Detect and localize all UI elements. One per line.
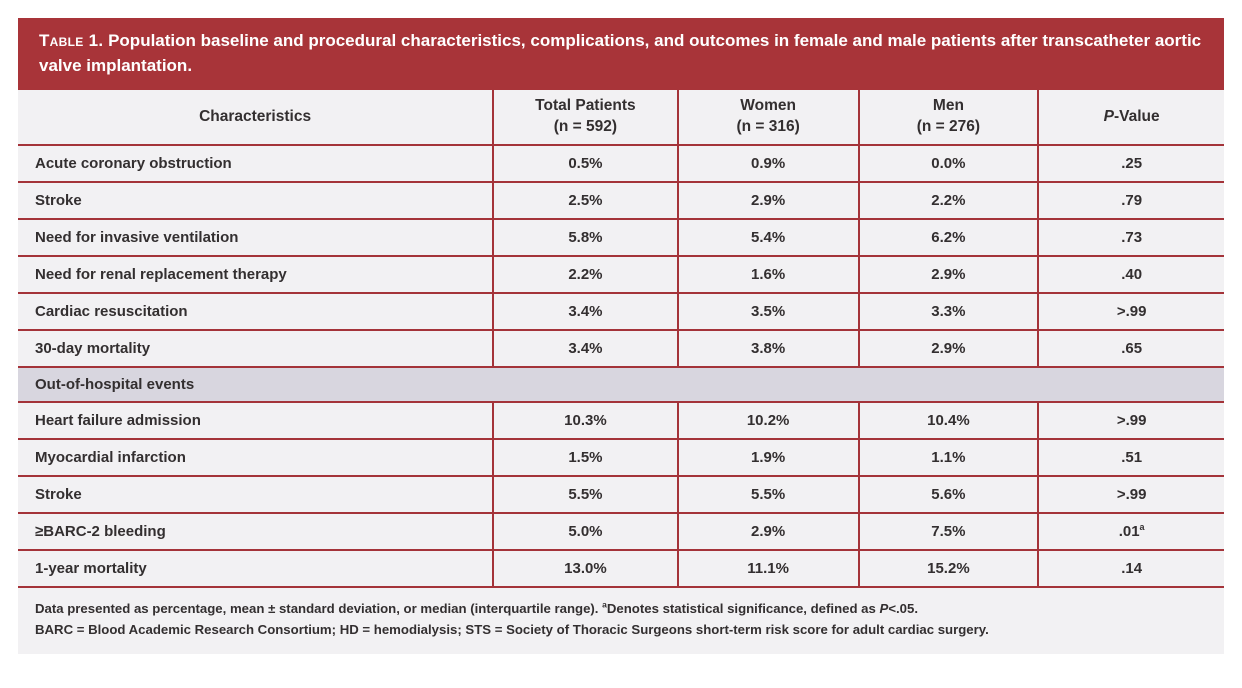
cell-women: 2.9%	[676, 181, 859, 220]
cell-total: 3.4%	[492, 292, 678, 331]
cell-women: 2.9%	[676, 512, 859, 551]
table-title-text: Population baseline and procedural chara…	[39, 31, 1202, 75]
cell-men: 7.5%	[857, 512, 1039, 551]
cell-women: 5.4%	[676, 218, 859, 257]
cell-men: 1.1%	[857, 438, 1039, 477]
table-row: 1-year mortality 13.0% 11.1% 15.2% .14	[18, 549, 1224, 588]
table-row: Need for invasive ventilation 5.8% 5.4% 6.2…	[18, 218, 1224, 257]
significance-superscript: a	[1139, 522, 1145, 533]
cell-women: 3.8%	[676, 329, 859, 368]
table-1-card: Table 1. Population baseline and procedu…	[18, 18, 1224, 654]
cell-men: 2.2%	[857, 181, 1039, 220]
cell-p-value: .25	[1037, 144, 1224, 183]
table-row: ≥BARC-2 bleeding 5.0% 2.9% 7.5% .01a	[18, 512, 1224, 551]
section-row: Out-of-hospital events	[18, 366, 1224, 403]
cell-p-value: >.99	[1037, 292, 1224, 331]
row-label: Need for renal replacement therapy	[18, 255, 494, 294]
table-row: Cardiac resuscitation 3.4% 3.5% 3.3% >.99	[18, 292, 1224, 331]
cell-total: 3.4%	[492, 329, 678, 368]
cell-men: 15.2%	[857, 549, 1039, 588]
cell-men: 3.3%	[857, 292, 1039, 331]
table-row: Stroke 2.5% 2.9% 2.2% .79	[18, 181, 1224, 220]
table-row: Acute coronary obstruction 0.5% 0.9% 0.0% .2…	[18, 144, 1224, 183]
table-number-label: Table 1.	[39, 31, 104, 50]
table-row: Stroke 5.5% 5.5% 5.6% >.99	[18, 475, 1224, 514]
cell-p-value: .73	[1037, 218, 1224, 257]
row-label: ≥BARC-2 bleeding	[18, 512, 494, 551]
table-body: Acute coronary obstruction 0.5% 0.9% 0.0% .2…	[18, 144, 1224, 588]
cell-p-value: >.99	[1037, 475, 1224, 514]
column-header-total: Total Patients (n = 592)	[492, 90, 678, 146]
cell-women: 10.2%	[676, 401, 859, 440]
cell-women: 3.5%	[676, 292, 859, 331]
cell-women: 0.9%	[676, 144, 859, 183]
column-header-men: Men (n = 276)	[857, 90, 1039, 146]
row-label: 1-year mortality	[18, 549, 494, 588]
cell-total: 5.5%	[492, 475, 678, 514]
cell-total: 10.3%	[492, 401, 678, 440]
column-header-women: Women (n = 316)	[676, 90, 859, 146]
row-label: Heart failure admission	[18, 401, 494, 440]
cell-total: 13.0%	[492, 549, 678, 588]
cell-men: 2.9%	[857, 255, 1039, 294]
row-label: 30-day mortality	[18, 329, 494, 368]
cell-p-value: .14	[1037, 549, 1224, 588]
table-row: Heart failure admission 10.3% 10.2% 10.4% >.…	[18, 401, 1224, 440]
cell-men: 10.4%	[857, 401, 1039, 440]
row-label: Acute coronary obstruction	[18, 144, 494, 183]
header-row: Characteristics Total Patients (n = 592) Wo…	[18, 90, 1224, 146]
cell-total: 2.2%	[492, 255, 678, 294]
cell-women: 11.1%	[676, 549, 859, 588]
cell-total: 2.5%	[492, 181, 678, 220]
table-row: Need for renal replacement therapy 2.2% 1.…	[18, 255, 1224, 294]
column-header-characteristics: Characteristics	[18, 90, 494, 146]
cell-p-value: .65	[1037, 329, 1224, 368]
row-label: Need for invasive ventilation	[18, 218, 494, 257]
cell-women: 1.9%	[676, 438, 859, 477]
cell-women: 5.5%	[676, 475, 859, 514]
cell-p-value: .51	[1037, 438, 1224, 477]
characteristics-table: Characteristics Total Patients (n = 592) Wo…	[18, 90, 1224, 589]
cell-total: 5.0%	[492, 512, 678, 551]
cell-total: 5.8%	[492, 218, 678, 257]
footnote-data-note: Data presented as percentage, mean ± sta…	[35, 599, 919, 617]
footnote-abbreviations: BARC = Blood Academic Research Consortiu…	[35, 622, 989, 638]
cell-men: 2.9%	[857, 329, 1039, 368]
row-label: Stroke	[18, 181, 494, 220]
table-row: 30-day mortality 3.4% 3.8% 2.9% .65	[18, 329, 1224, 368]
column-header-p-value: P-Value	[1037, 90, 1224, 146]
cell-p-value: .01a	[1037, 512, 1224, 551]
cell-p-value: >.99	[1037, 401, 1224, 440]
table-header: Characteristics Total Patients (n = 592) Wo…	[18, 90, 1224, 146]
table-row: Myocardial infarction 1.5% 1.9% 1.1% .51	[18, 438, 1224, 477]
cell-total: 0.5%	[492, 144, 678, 183]
table-footnotes: Data presented as percentage, mean ± sta…	[18, 588, 1224, 654]
row-label: Cardiac resuscitation	[18, 292, 494, 331]
cell-total: 1.5%	[492, 438, 678, 477]
row-label: Stroke	[18, 475, 494, 514]
cell-p-value: .40	[1037, 255, 1224, 294]
section-header-label: Out-of-hospital events	[18, 366, 1224, 403]
cell-women: 1.6%	[676, 255, 859, 294]
cell-men: 0.0%	[857, 144, 1039, 183]
table-title-banner: Table 1. Population baseline and procedu…	[18, 18, 1224, 91]
cell-men: 6.2%	[857, 218, 1039, 257]
cell-men: 5.6%	[857, 475, 1039, 514]
cell-p-value: .79	[1037, 181, 1224, 220]
row-label: Myocardial infarction	[18, 438, 494, 477]
